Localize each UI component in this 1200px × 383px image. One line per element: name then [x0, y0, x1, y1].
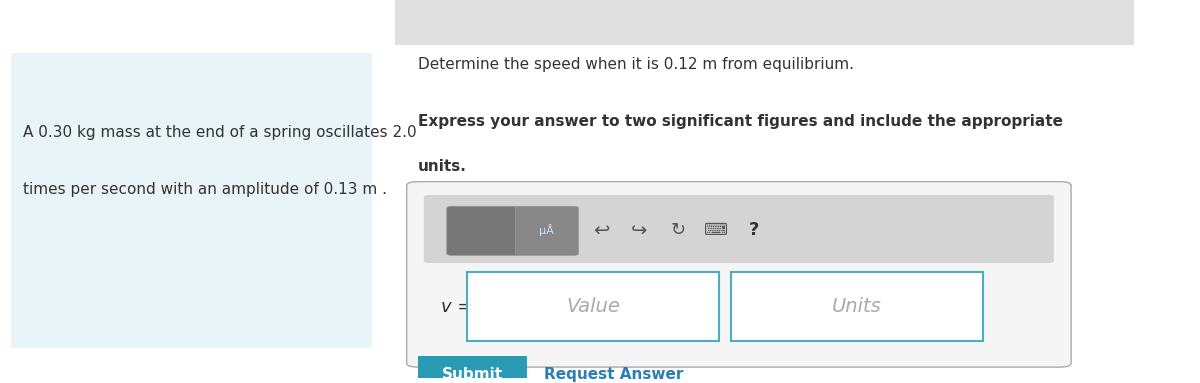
- FancyBboxPatch shape: [731, 272, 983, 340]
- Text: ↪: ↪: [631, 221, 648, 240]
- Text: Value: Value: [566, 297, 620, 316]
- Text: times per second with an amplitude of 0.13 m .: times per second with an amplitude of 0.…: [23, 182, 386, 197]
- Text: ↻: ↻: [671, 221, 685, 239]
- Text: Units: Units: [832, 297, 882, 316]
- FancyBboxPatch shape: [407, 182, 1072, 367]
- Text: A 0.30 kg mass at the end of a spring oscillates 2.0: A 0.30 kg mass at the end of a spring os…: [23, 125, 416, 140]
- FancyBboxPatch shape: [418, 356, 527, 383]
- Text: Determine the speed when it is 0.12 m from equilibrium.: Determine the speed when it is 0.12 m fr…: [418, 57, 854, 72]
- FancyBboxPatch shape: [467, 272, 720, 340]
- Text: units.: units.: [418, 159, 467, 174]
- Text: μÅ: μÅ: [539, 224, 554, 236]
- Text: ↩: ↩: [593, 221, 610, 240]
- FancyBboxPatch shape: [395, 0, 1134, 46]
- Text: Request Answer: Request Answer: [544, 367, 684, 382]
- Text: Submit: Submit: [442, 367, 503, 382]
- FancyBboxPatch shape: [12, 53, 372, 348]
- Text: Express your answer to two significant figures and include the appropriate: Express your answer to two significant f…: [418, 114, 1063, 129]
- FancyBboxPatch shape: [446, 206, 521, 255]
- Text: ⌨: ⌨: [704, 221, 728, 239]
- Text: v =: v =: [442, 298, 473, 316]
- FancyBboxPatch shape: [516, 206, 578, 255]
- Text: ?: ?: [749, 221, 758, 239]
- FancyBboxPatch shape: [424, 195, 1054, 263]
